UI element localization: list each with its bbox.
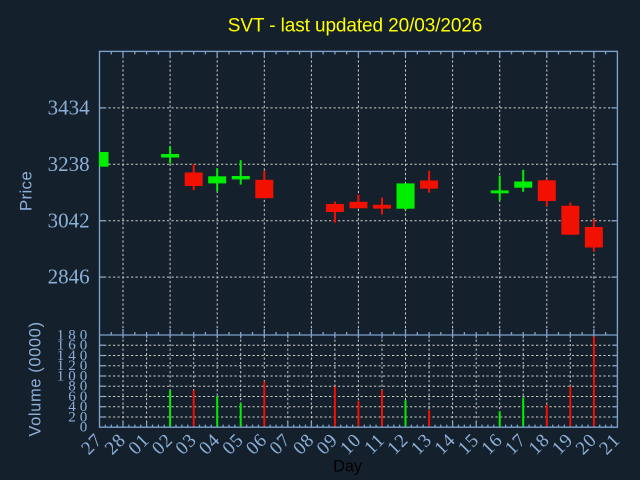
- svg-text:160: 160: [57, 338, 92, 354]
- svg-text:20: 20: [68, 409, 91, 425]
- svg-text:3238: 3238: [48, 152, 90, 176]
- svg-text:100: 100: [57, 368, 92, 384]
- svg-text:Day: Day: [333, 458, 363, 476]
- svg-text:120: 120: [57, 358, 92, 374]
- svg-text:80: 80: [68, 379, 91, 395]
- svg-text:3042: 3042: [48, 208, 90, 232]
- svg-text:2846: 2846: [48, 265, 90, 289]
- svg-text:140: 140: [57, 348, 92, 364]
- svg-text:Volume (0000): Volume (0000): [27, 321, 45, 436]
- svg-text:3434: 3434: [48, 96, 91, 120]
- svg-text:0: 0: [80, 420, 92, 436]
- svg-text:40: 40: [68, 399, 91, 415]
- svg-text:Price: Price: [17, 171, 36, 211]
- svg-text:180: 180: [57, 327, 92, 343]
- svg-text:60: 60: [68, 389, 91, 405]
- svg-text:SVT - last updated 20/03/2026: SVT - last updated 20/03/2026: [228, 16, 483, 37]
